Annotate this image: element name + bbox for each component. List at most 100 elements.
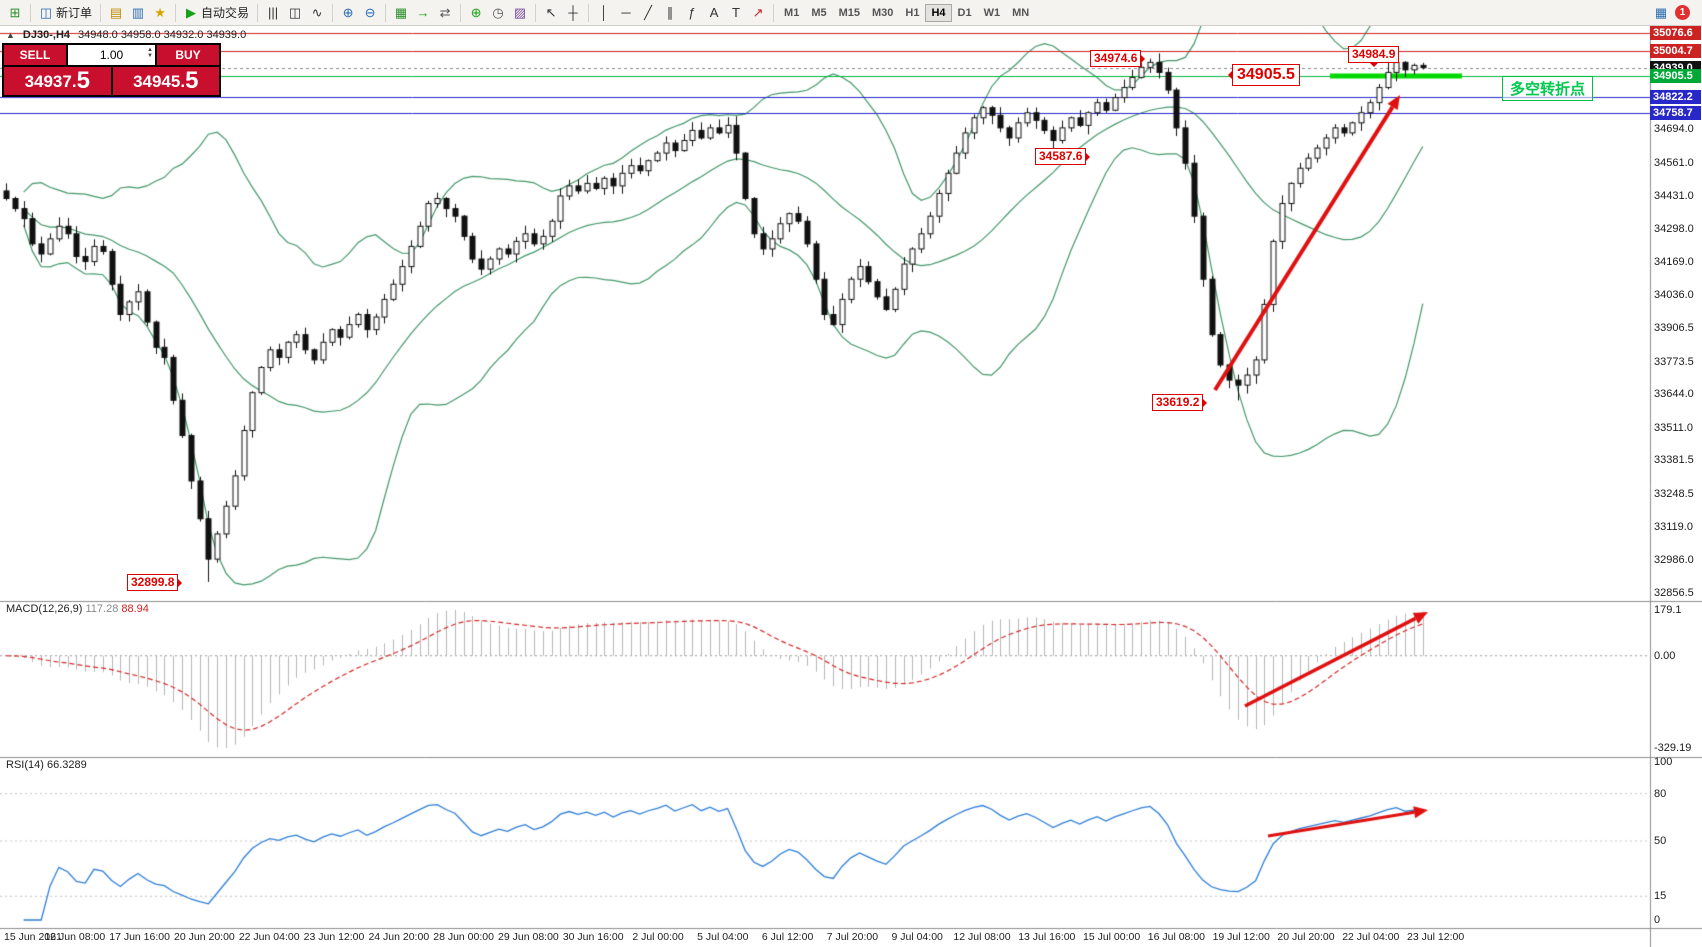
timeframe-button-MN[interactable]: MN (1012, 6, 1030, 19)
timeframe-button-M30[interactable]: M30 (872, 6, 894, 19)
channel-button[interactable]: ∥ (659, 4, 681, 21)
label-button[interactable]: T (725, 4, 747, 21)
price-annotation[interactable]: 34974.6 (1090, 50, 1146, 67)
price-annotation[interactable]: 34984.9 (1348, 46, 1400, 67)
clock-icon: ◷ (492, 5, 504, 20)
time-axis-label: 6 Jul 12:00 (761, 931, 814, 943)
volume-input[interactable] (81, 48, 142, 62)
time-axis-label: 5 Jul 04:00 (697, 931, 749, 943)
timeframe-button-M5[interactable]: M5 (811, 6, 827, 19)
price-tag: 35076.6 (1650, 25, 1701, 40)
price-annotation[interactable]: 34905.5 (1228, 64, 1300, 86)
bar-chart-button[interactable]: ||| (262, 4, 284, 21)
timeframe-button-D1[interactable]: D1 (957, 6, 972, 19)
text-button[interactable]: A (703, 4, 725, 21)
toolbar-separator (30, 3, 31, 22)
price-tag: 34905.5 (1650, 69, 1701, 84)
vertical-line-button[interactable]: │ (593, 4, 615, 21)
toolbar-separator (175, 3, 177, 22)
chart-plus-icon: ⊞ (9, 5, 21, 20)
price-annotation[interactable]: 33619.2 (1152, 394, 1208, 411)
new-order-button[interactable]: ◫ 新订单 (35, 2, 96, 23)
chart-shift-button[interactable]: ⇄ (434, 4, 456, 21)
sell-button[interactable]: SELL (4, 45, 66, 65)
candle-chart-button[interactable]: ◫ (284, 4, 306, 21)
annotation-pointer-icon (1223, 70, 1233, 80)
annotation-pointer-icon (1085, 151, 1095, 162)
time-axis-label: 23 Jun 12:00 (303, 931, 365, 943)
hline-icon: ─ (621, 5, 631, 20)
price-tick: 34036.0 (1654, 289, 1694, 302)
sell-price-button[interactable]: 34937. 5 (4, 67, 111, 95)
annotation-pointer-icon (177, 577, 187, 588)
text-t-icon: T (732, 5, 740, 20)
timeframe-button-H1[interactable]: H1 (905, 6, 920, 19)
chart-canvas[interactable] (0, 26, 1702, 947)
periods-button[interactable]: ◷ (487, 4, 509, 21)
data-window-button[interactable]: ▥ (127, 4, 149, 21)
market-watch-button[interactable]: ▤ (105, 4, 127, 21)
time-axis-label: 20 Jun 20:00 (174, 931, 235, 943)
bars-icon: ||| (267, 5, 279, 20)
price-tick: 34431.0 (1654, 189, 1694, 202)
trendline-button[interactable]: ╱ (637, 4, 659, 21)
volume-down-button[interactable]: ▼ (147, 53, 153, 59)
zoom-in-button[interactable]: ⊕ (337, 4, 359, 21)
zoom-out-icon: ⊖ (364, 5, 376, 20)
workspace-icon[interactable]: ▦ (1654, 5, 1668, 20)
auto-scroll-button[interactable]: → (412, 4, 434, 21)
timeframe-button-M1[interactable]: M1 (784, 6, 800, 19)
toolbar-separator (460, 3, 462, 22)
line-chart-button[interactable]: ∿ (306, 4, 328, 21)
time-axis-label: 29 Jun 08:00 (498, 931, 559, 943)
indicators-button[interactable]: ⊕ (465, 4, 487, 21)
time-axis-label: 9 Jul 04:00 (891, 931, 943, 943)
cursor-button[interactable]: ↖ (540, 4, 562, 21)
play-icon: ▶ (186, 5, 197, 20)
volume-box: ▲ ▼ (68, 45, 155, 65)
candles-icon: ◫ (288, 5, 302, 20)
data-icon: ▥ (131, 5, 145, 20)
macd-indicator-label: MACD(12,26,9) 117.28 88.94 (6, 603, 149, 615)
timeframe-button-M15[interactable]: M15 (838, 6, 860, 19)
fibonacci-button[interactable]: ƒ (681, 4, 703, 21)
toolbar-separator (385, 3, 387, 22)
time-axis-label: 20 Jul 20:00 (1277, 931, 1335, 943)
price-scale[interactable]: 34694.0 34561.0 34431.0 34298.0 34169.0 34036… (1650, 25, 1702, 947)
note-label[interactable]: 多空转折点 (1502, 76, 1594, 101)
price-tick: 34694.0 (1654, 123, 1694, 136)
price-annotation[interactable]: 34587.6 (1035, 148, 1091, 165)
price-tick: 33381.5 (1654, 454, 1694, 467)
notification-badge[interactable]: 1 (1675, 5, 1690, 20)
macd-scale-tick: 0.00 (1654, 649, 1676, 662)
new-chart-button[interactable]: ⊞ (4, 4, 26, 21)
price-tag: 34758.7 (1650, 106, 1701, 121)
timeframe-button-H4[interactable]: H4 (925, 3, 952, 22)
autotrading-button[interactable]: ▶ 自动交易 (180, 2, 253, 23)
rsi-scale-tick: 0 (1654, 914, 1661, 926)
price-annotation[interactable]: 32899.8 (127, 574, 183, 591)
horizontal-line-button[interactable]: ─ (615, 4, 637, 21)
fibo-icon: ƒ (688, 5, 696, 20)
annotation-pointer-icon (1140, 53, 1150, 64)
arrows-button[interactable]: ↗ (747, 4, 769, 21)
rsi-scale-tick: 50 (1654, 835, 1667, 847)
zoom-out-button[interactable]: ⊖ (359, 4, 381, 21)
templates-button[interactable]: ▨ (509, 4, 531, 21)
time-axis-label: 12 Jul 08:00 (953, 931, 1011, 943)
indicator-plus-icon: ⊕ (470, 5, 482, 20)
time-axis-label: 30 Jun 16:00 (562, 931, 624, 943)
buy-button[interactable]: BUY (157, 45, 219, 65)
price-tick: 34298.0 (1654, 223, 1694, 236)
chart-window: ▲ DJ30-,H4 34948.0 34958.0 34932.0 34939… (0, 25, 1702, 947)
tile-windows-button[interactable]: ▦ (390, 4, 412, 21)
crosshair-button[interactable]: ┼ (562, 4, 584, 21)
chart-collapse-icon[interactable]: ▲ (6, 30, 15, 40)
buy-price-button[interactable]: 34945. 5 (112, 67, 219, 95)
timeframe-button-W1[interactable]: W1 (983, 6, 1001, 19)
line-icon: ∿ (311, 5, 323, 20)
chart-header: ▲ DJ30-,H4 34948.0 34958.0 34932.0 34939… (6, 29, 246, 41)
symbol-period-label: DJ30-,H4 (22, 29, 70, 41)
volume-up-button[interactable]: ▲ (147, 47, 153, 53)
navigator-button[interactable]: ★ (149, 4, 171, 21)
